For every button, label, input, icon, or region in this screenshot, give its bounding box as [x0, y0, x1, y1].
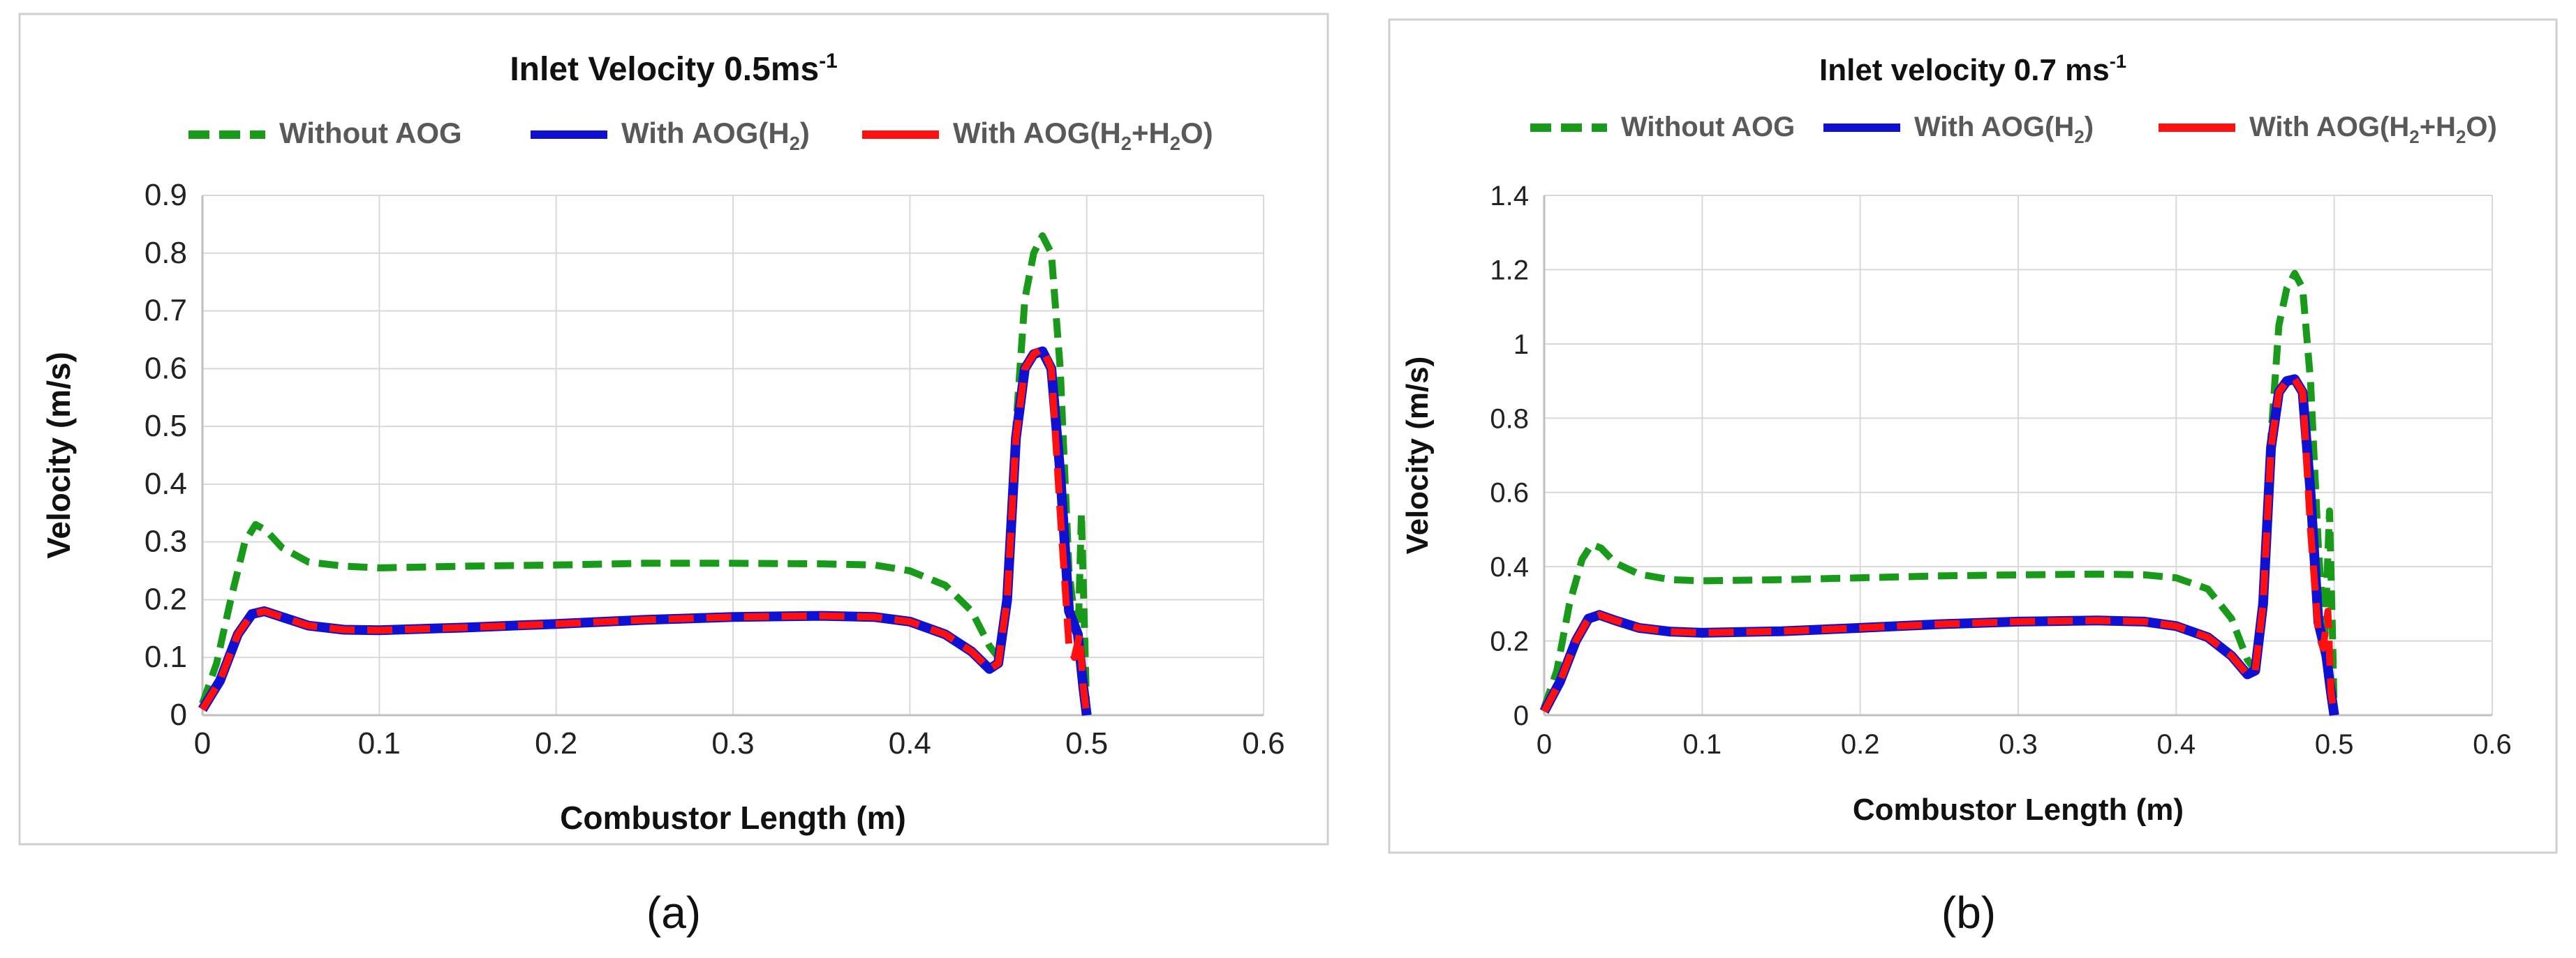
x-axis-label: Combustor Length (m)	[560, 800, 906, 836]
x-tick-label: 0.6	[2473, 729, 2512, 760]
panel-b: Inlet velocity 0.7 ms-1 Without AOG With A…	[1388, 18, 2558, 938]
x-tick-label: 0	[1537, 729, 1552, 760]
panel-a: Inlet Velocity 0.5ms-1 Without AOG With AO…	[18, 13, 1329, 938]
x-tick-label: 0.5	[2315, 729, 2354, 760]
y-tick-label: 0.4	[145, 467, 187, 501]
y-tick-label: 0.6	[145, 351, 187, 385]
y-tick-label: 0.6	[1490, 478, 1529, 509]
chart-frame	[18, 13, 1329, 846]
panel-caption: (b)	[1941, 888, 1996, 938]
series-line-without	[199, 232, 1090, 716]
legend-label-without: Without AOG	[279, 117, 462, 149]
y-axis-label: Velocity (m/s)	[40, 352, 77, 559]
legend-item-without: Without AOG	[1530, 112, 1795, 142]
y-tick-label: 0.1	[145, 640, 187, 674]
x-tick-label: 0.6	[1242, 726, 1285, 761]
series-line-h2h2o	[1541, 375, 2338, 716]
y-tick-label: 0.5	[145, 409, 187, 443]
y-tick-label: 0.9	[145, 178, 187, 212]
x-tick-label: 0.3	[1999, 729, 2038, 760]
y-tick-label: 0.3	[145, 525, 187, 559]
y-axis-label: Velocity (m/s)	[1400, 357, 1435, 555]
legend-label-without: Without AOG	[1621, 112, 1795, 142]
y-tick-label: 0.2	[1490, 627, 1529, 657]
legend-label-h2: With AOG(H2)	[1914, 112, 2094, 147]
x-tick-label: 0.4	[2157, 729, 2196, 760]
x-tick-label: 0.1	[358, 726, 401, 761]
y-tick-label: 1	[1513, 329, 1529, 360]
x-tick-label: 0.2	[1841, 729, 1880, 760]
legend-label-h2h2o: With AOG(H2+H2O)	[953, 117, 1213, 154]
legend-label-h2: With AOG(H2)	[621, 117, 810, 154]
series-line-h2h2o	[199, 345, 1090, 716]
y-tick-label: 1.4	[1490, 181, 1529, 211]
chart-title: Inlet Velocity 0.5ms-1	[510, 50, 837, 88]
y-tick-label: 0.4	[1490, 552, 1529, 583]
x-tick-label: 0.2	[535, 726, 577, 761]
x-tick-label: 0.4	[889, 726, 931, 761]
y-tick-label: 0.8	[145, 236, 187, 270]
y-tick-label: 0.7	[145, 294, 187, 328]
chart-title: Inlet velocity 0.7 ms-1	[1819, 50, 2126, 87]
chart-frame	[1388, 18, 2558, 854]
x-axis-label: Combustor Length (m)	[1853, 793, 2184, 827]
x-tick-label: 0.5	[1065, 726, 1108, 761]
x-tick-label: 0.3	[711, 726, 754, 761]
legend-item-h2: With AOG(H2)	[531, 117, 810, 154]
x-tick-label: 0	[194, 726, 211, 761]
y-tick-label: 0.2	[145, 582, 187, 616]
y-tick-label: 0	[1513, 701, 1529, 731]
legend-item-h2h2o: With AOG(H2+H2O)	[2159, 112, 2497, 147]
y-tick-label: 0.8	[1490, 403, 1529, 434]
y-tick-label: 0	[170, 698, 187, 732]
x-tick-label: 0.1	[1683, 729, 1722, 760]
legend-item-h2: With AOG(H2)	[1823, 112, 2094, 147]
y-tick-label: 1.2	[1490, 255, 1529, 285]
series-line-without	[1541, 269, 2338, 716]
legend-label-h2h2o: With AOG(H2+H2O)	[2249, 112, 2497, 147]
legend-item-without: Without AOG	[188, 117, 462, 149]
legend-item-h2h2o: With AOG(H2+H2O)	[862, 117, 1213, 154]
panel-caption: (a)	[646, 888, 701, 938]
